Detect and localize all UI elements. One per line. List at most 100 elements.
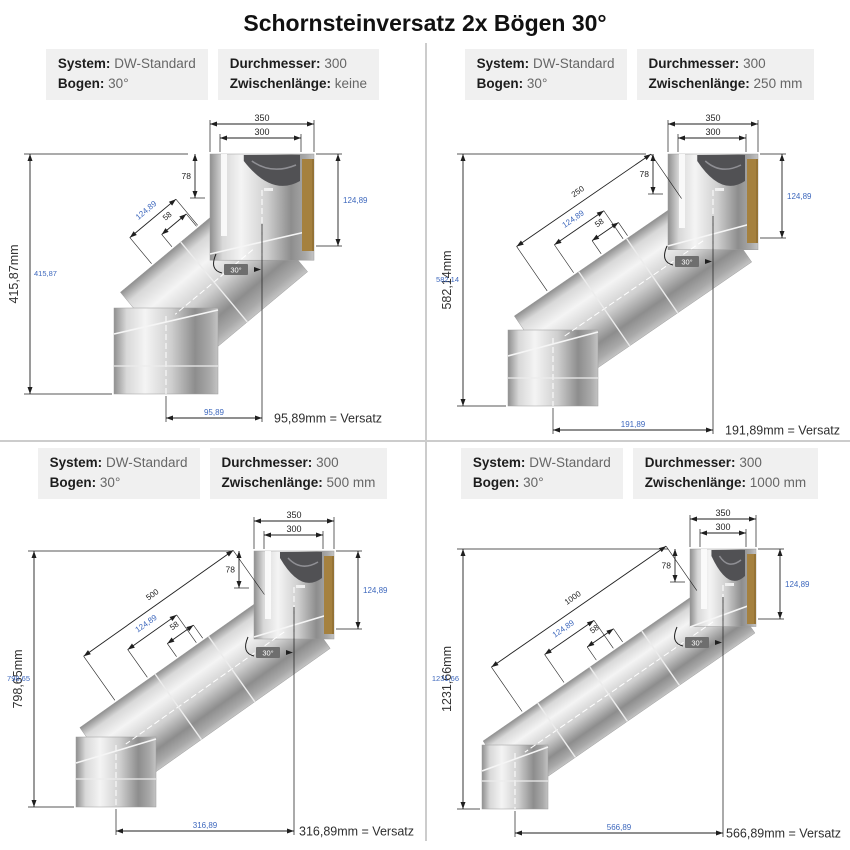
dim-arrowhead <box>460 548 466 556</box>
extension-line <box>129 236 152 264</box>
extension-line <box>491 666 523 712</box>
inner-gap-strip <box>221 153 227 236</box>
bogen-value: 30° <box>523 475 544 491</box>
dim-78-label: 78 <box>182 171 192 181</box>
dim-arrowhead <box>210 121 217 126</box>
quadrant-bottom-left: System: DW-Standard Bogen: 30° Durchmess… <box>0 442 427 841</box>
system-label: System: <box>57 56 111 71</box>
dim-124-right-label: 124,89 <box>787 192 812 201</box>
dim-arrowhead <box>166 415 173 420</box>
dim-arrowhead <box>27 386 33 394</box>
inner-gap-strip <box>701 548 707 609</box>
durchmesser-label: Durchmesser: <box>221 455 313 470</box>
highlight-glint <box>725 582 734 586</box>
angle-arc <box>664 245 674 265</box>
dim-line <box>516 153 652 247</box>
dim-arrowhead <box>690 516 697 521</box>
angle-label: 30° <box>691 638 702 647</box>
dim-arrowhead <box>749 516 756 521</box>
dim-arrowhead <box>129 230 137 238</box>
spec-header: System: DW-Standard Bogen: 30° Durchmess… <box>6 448 419 499</box>
band-seam <box>641 630 680 686</box>
system-label: System: <box>472 455 526 470</box>
dim-zwischenlaenge-label: 250 <box>570 183 587 198</box>
dim-arrowhead <box>706 427 713 432</box>
extension-line <box>586 646 597 660</box>
band-seam <box>537 702 576 758</box>
dim-arrowhead <box>606 628 614 635</box>
dim-arrowhead <box>220 135 227 140</box>
extension-line <box>591 239 602 254</box>
pipe-assembly <box>507 153 759 406</box>
dim-arrowhead <box>31 799 37 807</box>
offset-value-blue: 566,89 <box>607 823 632 832</box>
dim-arrowhead <box>700 530 707 535</box>
extension-line <box>232 549 265 595</box>
extension-line <box>167 642 177 657</box>
extension-line <box>603 210 624 239</box>
dim-arrowhead <box>286 649 293 655</box>
dim-arrowhead <box>287 828 294 833</box>
extension-line <box>175 198 198 226</box>
dim-arrowhead <box>515 830 522 835</box>
dim-arrowhead <box>751 121 758 126</box>
angle-badge <box>224 263 248 275</box>
angle-arc <box>213 253 223 273</box>
extension-line <box>516 245 548 291</box>
system-value: DW-Standard <box>105 455 188 470</box>
highlight-glint <box>296 584 305 588</box>
dim-arrowhead <box>460 398 466 406</box>
dim-arrowhead <box>255 415 262 420</box>
dim-arrowhead <box>678 135 685 140</box>
dim-350-label: 350 <box>715 508 730 518</box>
dim-arrowhead <box>327 518 334 523</box>
system-value: DW-Standard <box>532 56 615 71</box>
extension-line <box>593 619 614 649</box>
extension-line <box>161 233 173 247</box>
offset-value-blue: 316,89 <box>193 821 218 830</box>
durchmesser-zwischenlaenge-box: Durchmesser: 300 Zwischenlänge: 250 mm <box>636 49 815 100</box>
pipe-opening-cutaway <box>243 154 300 186</box>
dim-arrowhead <box>254 518 261 523</box>
durchmesser-value: 300 <box>743 56 766 71</box>
dim-arrowhead <box>316 532 323 537</box>
quadrant-top-right: System: DW-Standard Bogen: 30° Durchmess… <box>427 43 850 442</box>
extension-line <box>127 648 148 678</box>
dim-arrowhead <box>226 549 234 557</box>
dim-zwischenlaenge-label: 1000 <box>563 588 583 606</box>
bogen-label: Bogen: <box>472 475 520 491</box>
dim-arrowhead <box>586 619 594 626</box>
offset-value-blue: 95,89 <box>204 408 225 417</box>
band-seam <box>208 635 256 702</box>
durchmesser-label: Durchmesser: <box>644 455 736 470</box>
extension-line <box>176 614 197 643</box>
insulation-strip <box>747 553 756 624</box>
dim-arrowhead <box>779 153 785 161</box>
dim-line <box>127 614 177 650</box>
dim-zwischenlaenge-label: 500 <box>144 586 161 601</box>
system-value: DW-Standard <box>114 56 196 71</box>
quadrant-top-left: System: DW-Standard Bogen: 30° Durchmess… <box>0 43 427 442</box>
extension-line <box>613 628 623 642</box>
system-bogen-box: System: DW-Standard Bogen: 30° <box>464 49 627 100</box>
system-bogen-box: System: DW-Standard Bogen: 30° <box>460 448 623 499</box>
dim-arrowhead <box>611 222 619 229</box>
dim-arrowhead <box>254 266 261 272</box>
band-seam <box>180 241 248 322</box>
dim-arrowhead <box>161 227 169 234</box>
dim-78-label: 78 <box>226 564 236 574</box>
dim-arrowhead <box>491 660 499 667</box>
bogen-label: Bogen: <box>476 76 524 92</box>
height-dimension-label: 1231,66mm <box>440 645 454 711</box>
quadrant-bottom-right: System: DW-Standard Bogen: 30° Durchmess… <box>427 442 850 841</box>
zwischenlaenge-label: Zwischenlänge: <box>229 76 332 92</box>
miter-seam <box>75 737 157 764</box>
dim-arrowhead <box>83 649 91 656</box>
height-dimension-label: 798,65mm <box>11 649 25 708</box>
dim-58-label: 58 <box>161 209 174 222</box>
bogen-value: 30° <box>108 76 129 92</box>
dim-300-label: 300 <box>705 127 720 137</box>
extension-line <box>618 221 628 236</box>
dim-line <box>129 198 177 238</box>
dim-124-diagonal-label: 124,89 <box>134 198 159 221</box>
